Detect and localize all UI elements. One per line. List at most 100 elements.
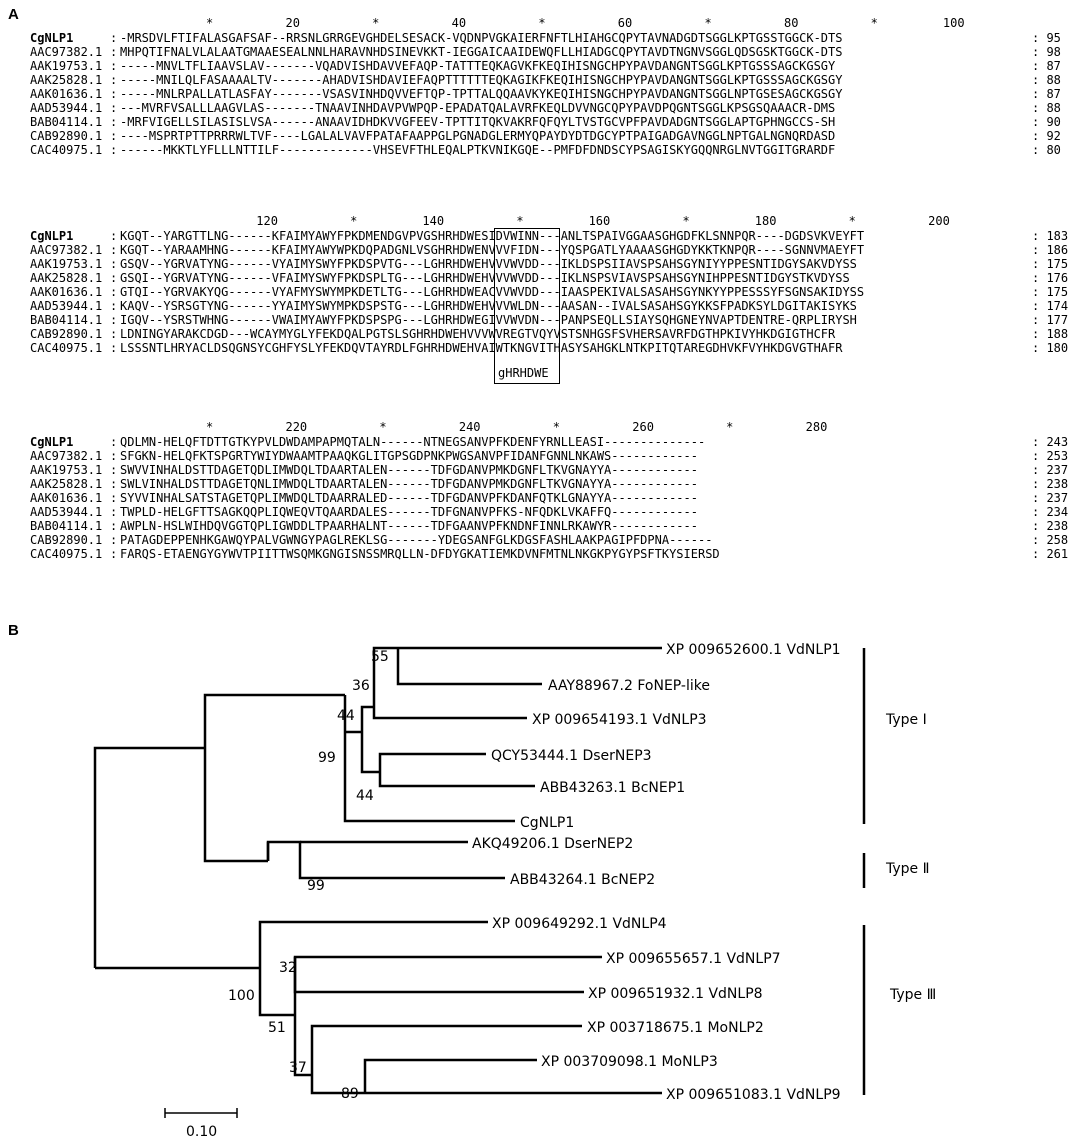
separator-colon: : <box>110 257 118 271</box>
panel-b-letter: B <box>8 622 19 639</box>
sequence-residues: SFGKN-HELQFKTSPGRTYWIYDWAAMTPAAQKGLITGPS… <box>120 449 698 463</box>
sequence-residues: -----MNLRPALLATLASFAY-------VSASVINHDQVV… <box>120 87 843 101</box>
sequence-name: AAK01636.1 <box>30 87 103 101</box>
separator-colon: : <box>110 285 118 299</box>
sequence-end-position: : 237 <box>1032 491 1069 505</box>
separator-colon: : <box>110 229 118 243</box>
sequence-residues: LDNINGYARAKCDGD---WCAYMYGLYFEKDQALPGTSLS… <box>120 327 836 341</box>
sequence-name: AAK19753.1 <box>30 257 103 271</box>
separator-colon: : <box>110 313 118 327</box>
sequence-name: CgNLP1 <box>30 31 74 45</box>
bootstrap-value: 89 <box>341 1086 359 1102</box>
bootstrap-value: 44 <box>356 788 374 804</box>
bootstrap-value: 36 <box>352 678 370 694</box>
sequence-residues: KAQV--YSRSGTYNG------YYAIMYSWYMPKDSPSTG-… <box>120 299 857 313</box>
sequence-end-position: : 175 <box>1032 257 1069 271</box>
sequence-end-position: : 253 <box>1032 449 1069 463</box>
sequence-end-position: : 98 <box>1032 45 1061 59</box>
sequence-end-position: : 87 <box>1032 87 1061 101</box>
leaf-label: QCY53444.1 DserNEP3 <box>491 748 652 764</box>
sequence-end-position: : 261 <box>1032 547 1069 561</box>
sequence-end-position: : 180 <box>1032 341 1069 355</box>
sequence-name: AAK01636.1 <box>30 491 103 505</box>
sequence-residues: MHPQTIFNALVLALAATGMAAESEALNNLHARAVNHDSIN… <box>120 45 843 59</box>
sequence-name: CAC40975.1 <box>30 341 103 355</box>
sequence-name: AAC97382.1 <box>30 45 103 59</box>
sequence-name: BAB04114.1 <box>30 115 103 129</box>
sequence-residues: KGQT--YARGTTLNG------KFAIMYAWYFPKDMENDGV… <box>120 229 865 243</box>
tree-branches <box>93 646 662 1095</box>
separator-colon: : <box>110 73 118 87</box>
ruler-block-3: * 220 * 240 * 260 * 280 <box>206 420 828 434</box>
sequence-residues: PATAGDEPPENHKGAWQYPALVGWNGYPAGLREKLSG---… <box>120 533 713 547</box>
separator-colon: : <box>110 547 118 561</box>
sequence-end-position: : 175 <box>1032 285 1069 299</box>
bootstrap-value: 32 <box>279 960 297 976</box>
sequence-end-position: : 90 <box>1032 115 1061 129</box>
separator-colon: : <box>110 491 118 505</box>
motif-highlight-box <box>494 228 560 384</box>
separator-colon: : <box>110 31 118 45</box>
sequence-end-position: : 176 <box>1032 271 1069 285</box>
tree-labels: XP 009652600.1 VdNLP1 AAY88967.2 FoNEP-li… <box>186 642 936 1139</box>
bootstrap-value: 51 <box>268 1020 286 1036</box>
tree-svg: XP 009652600.1 VdNLP1 AAY88967.2 FoNEP-li… <box>93 642 936 1139</box>
separator-colon: : <box>110 477 118 491</box>
sequence-residues: GSQI--YGRVATYNG------VFAIMYSWYFPKDSPLTG-… <box>120 271 850 285</box>
leaf-label: ABB43263.1 BcNEP1 <box>540 780 685 796</box>
sequence-name: CgNLP1 <box>30 435 74 449</box>
sequence-residues: AWPLN-HSLWIHDQVGGTQPLIGWDDLTPAARHALNT---… <box>120 519 698 533</box>
sequence-end-position: : 238 <box>1032 477 1069 491</box>
sequence-name: AAK19753.1 <box>30 463 103 477</box>
leaf-label: CgNLP1 <box>520 815 574 831</box>
sequence-end-position: : 80 <box>1032 143 1061 157</box>
sequence-name: BAB04114.1 <box>30 313 103 327</box>
sequence-end-position: : 188 <box>1032 327 1069 341</box>
group-label: Type Ⅱ <box>885 861 930 877</box>
sequence-residues: LSSSNTLHRYACLDSQGNSYCGHFYSLYFEKDQVTAYRDL… <box>120 341 843 355</box>
separator-colon: : <box>110 505 118 519</box>
leaf-label: AAY88967.2 FoNEP-like <box>548 678 710 694</box>
scale-bar <box>164 1108 238 1118</box>
separator-colon: : <box>110 327 118 341</box>
sequence-end-position: : 92 <box>1032 129 1061 143</box>
separator-colon: : <box>110 101 118 115</box>
leaf-label: XP 003709098.1 MoNLP3 <box>541 1054 718 1070</box>
sequence-end-position: : 243 <box>1032 435 1069 449</box>
sequence-name: AAD53944.1 <box>30 299 103 313</box>
bootstrap-value: 99 <box>318 750 336 766</box>
separator-colon: : <box>110 45 118 59</box>
sequence-residues: -----MNILQLFASAAAALTV-------AHADVISHDAVI… <box>120 73 843 87</box>
sequence-end-position: : 95 <box>1032 31 1061 45</box>
separator-colon: : <box>110 87 118 101</box>
sequence-name: CgNLP1 <box>30 229 74 243</box>
sequence-name: CAB92890.1 <box>30 129 103 143</box>
separator-colon: : <box>110 115 118 129</box>
leaf-label: XP 009652600.1 VdNLP1 <box>666 642 841 658</box>
leaf-label: AKQ49206.1 DserNEP2 <box>472 836 633 852</box>
sequence-residues: FARQS-ETAENGYGYWVTPIITTWSQMKGNGISNSSMRQL… <box>120 547 720 561</box>
sequence-name: CAC40975.1 <box>30 143 103 157</box>
sequence-name: AAC97382.1 <box>30 243 103 257</box>
sequence-residues: QDLMN-HELQFTDTTGTKYPVLDWDAMPAPMQTALN----… <box>120 435 706 449</box>
separator-colon: : <box>110 129 118 143</box>
sequence-end-position: : 238 <box>1032 519 1069 533</box>
panel-a-letter: A <box>8 6 19 23</box>
separator-colon: : <box>110 519 118 533</box>
group-label: Type Ⅰ <box>885 712 927 728</box>
sequence-residues: KGQT--YARAAMHNG------KFAIMYAWYWPKDQPADGN… <box>120 243 865 257</box>
separator-colon: : <box>110 341 118 355</box>
sequence-residues: SYVVINHALSATSTAGETQPLIMWDQLTDAARRALED---… <box>120 491 698 505</box>
sequence-end-position: : 258 <box>1032 533 1069 547</box>
sequence-name: CAB92890.1 <box>30 327 103 341</box>
separator-colon: : <box>110 533 118 547</box>
sequence-residues: ----MSPRTPTTPRRRWLTVF----LGALALVAVFPATAF… <box>120 129 836 143</box>
sequence-residues: ---MVRFVSALLLAAGVLAS-------TNAAVINHDAVPV… <box>120 101 836 115</box>
separator-colon: : <box>110 299 118 313</box>
separator-colon: : <box>110 463 118 477</box>
sequence-residues: GTQI--YGRVAKYQG------VYAFMYSWYMPKDETLTG-… <box>120 285 865 299</box>
leaf-label: XP 009655657.1 VdNLP7 <box>606 951 781 967</box>
sequence-residues: SWLVINHALDSTTDAGETQNLIMWDQLTDAARTALEN---… <box>120 477 698 491</box>
sequence-residues: IGQV--YSRSTWHNG------VWAIMYAWYFPKDSPSPG-… <box>120 313 857 327</box>
sequence-end-position: : 174 <box>1032 299 1069 313</box>
